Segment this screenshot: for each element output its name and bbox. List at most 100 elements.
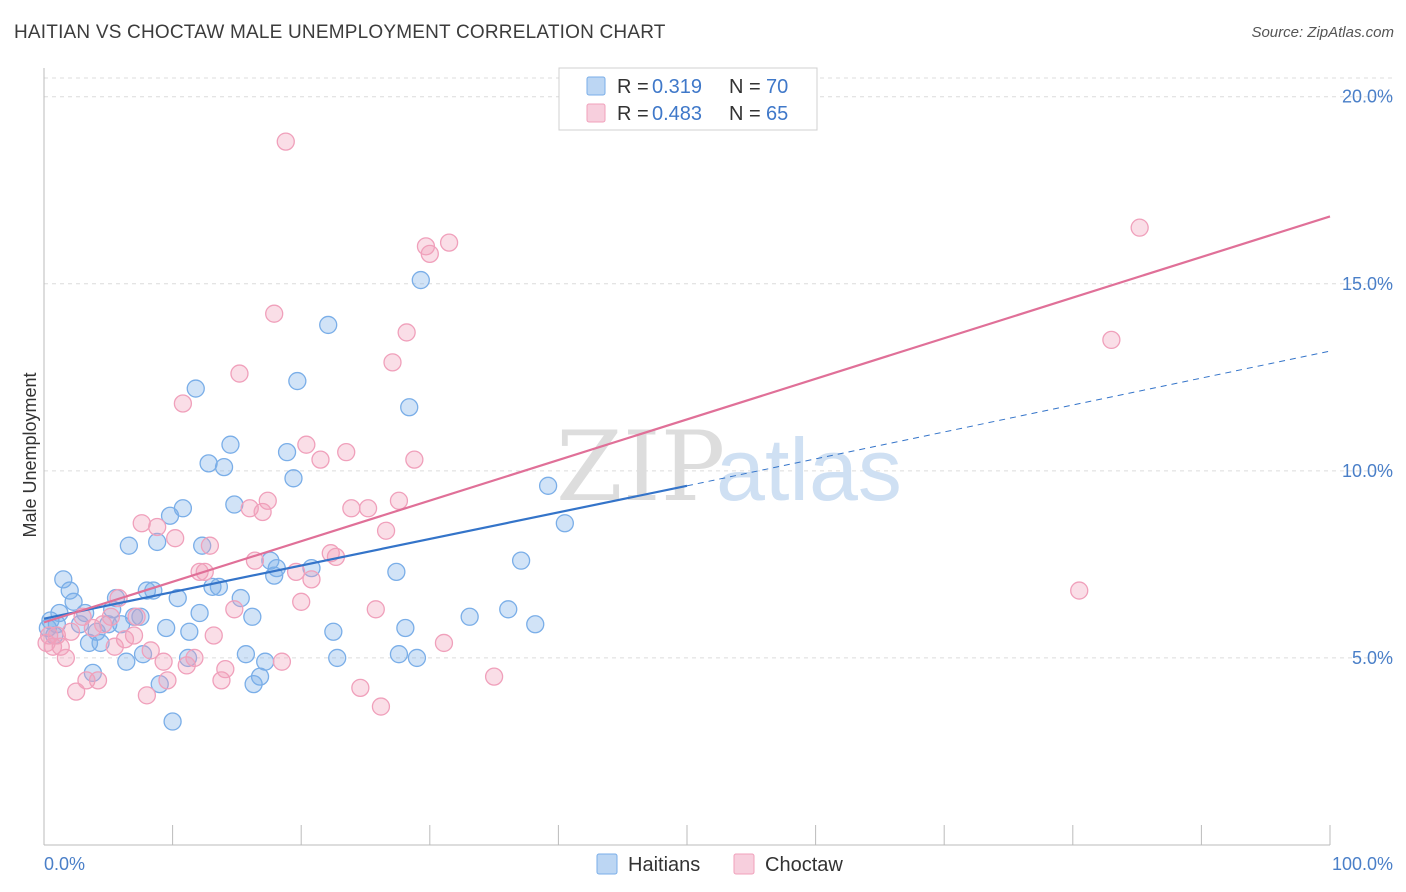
bottom-legend-swatch-0: [596, 853, 618, 875]
point-choctaw-6: [61, 622, 81, 641]
point-haitians-66: [499, 600, 518, 619]
legend-r-label-0: R =: [617, 76, 649, 98]
point-haitians-65: [460, 607, 479, 626]
tick-labels: 5.0% 10.0% 15.0% 20.0% 0.0% 100.0%: [44, 87, 1393, 874]
point-haitians-63: [407, 648, 427, 668]
point-choctaw-42: [272, 652, 292, 671]
point-choctaw-45: [292, 592, 311, 611]
bottom-legend: Haitians Choctaw: [596, 853, 843, 876]
point-haitians-30: [168, 588, 187, 608]
point-haitians-29: [163, 712, 182, 731]
point-choctaw-52: [342, 499, 361, 518]
legend-r-label-1: R =: [617, 103, 649, 125]
point-choctaw-66: [484, 667, 504, 686]
point-haitians-58: [328, 648, 347, 668]
point-haitians-53: [284, 469, 303, 488]
point-haitians-64: [411, 270, 430, 290]
point-choctaw-33: [212, 671, 231, 690]
point-choctaw-31: [200, 536, 220, 555]
point-choctaw-32: [204, 626, 223, 645]
point-haitians-5: [54, 570, 73, 589]
point-haitians-57: [324, 622, 343, 641]
point-choctaw-40: [258, 491, 277, 510]
point-choctaw-5: [56, 648, 76, 668]
point-choctaw-43: [276, 132, 295, 151]
point-choctaw-14: [105, 637, 124, 656]
point-haitians-60: [389, 645, 409, 664]
legend-n-label-0: N =: [729, 76, 761, 98]
point-choctaw-56: [371, 697, 391, 716]
point-choctaw-11: [88, 671, 108, 690]
legend-swatch-1: [586, 103, 606, 123]
y-axis-label: Male Unemployment: [20, 372, 40, 537]
axes: [43, 68, 1331, 846]
point-choctaw-27: [177, 656, 196, 675]
point-haitians-43: [231, 588, 250, 608]
point-haitians-45: [243, 607, 262, 626]
trend-lines: [43, 215, 1331, 624]
legend-r-value-0: 0.319: [652, 76, 702, 98]
point-haitians-46: [244, 674, 263, 694]
point-choctaw-59: [389, 491, 409, 510]
point-haitians-19: [119, 536, 139, 555]
point-haitians-54: [288, 371, 307, 391]
point-haitians-44: [236, 645, 256, 664]
point-haitians-68: [526, 615, 545, 634]
point-haitians-36: [193, 536, 212, 555]
y-tick-label-1: 10.0%: [1342, 461, 1393, 481]
watermark-atlas: atlas: [716, 420, 902, 519]
point-choctaw-2: [43, 637, 63, 656]
watermark-zip: ZIP: [556, 411, 725, 523]
point-haitians-6: [60, 581, 79, 600]
trend-line-haitians: [43, 484, 688, 620]
bottom-legend-swatch-1: [733, 853, 755, 875]
point-choctaw-10: [83, 618, 103, 638]
legend-r-value-1: 0.483: [652, 103, 702, 125]
point-haitians-27: [157, 618, 176, 638]
point-choctaw-26: [173, 394, 193, 413]
point-haitians-25: [148, 532, 167, 552]
point-choctaw-28: [185, 648, 204, 668]
x-tick-label-1: 100.0%: [1332, 854, 1393, 874]
point-choctaw-13: [101, 607, 121, 626]
point-choctaw-3: [47, 626, 67, 645]
point-haitians-61: [396, 618, 415, 638]
point-choctaw-64: [434, 633, 454, 653]
point-haitians-49: [261, 551, 280, 570]
point-choctaw-7: [67, 682, 86, 701]
point-choctaw-22: [148, 517, 167, 537]
legend-swatch-0: [586, 76, 606, 96]
point-choctaw-17: [124, 626, 144, 645]
point-choctaw-60: [397, 323, 416, 342]
legend: R = 0.319 N = 70 R = 0.483 N = 65: [558, 67, 818, 131]
point-haitians-7: [64, 592, 83, 611]
point-choctaw-58: [383, 353, 402, 372]
point-haitians-35: [190, 603, 209, 623]
point-choctaw-46: [297, 435, 316, 454]
point-choctaw-48: [311, 450, 330, 469]
legend-n-value-0: 70: [766, 76, 788, 98]
point-haitians-70: [555, 514, 574, 533]
y-tick-label-2: 15.0%: [1342, 274, 1393, 294]
point-choctaw-54: [358, 499, 378, 518]
point-choctaw-12: [94, 615, 113, 634]
point-haitians-37: [199, 454, 218, 473]
point-choctaw-57: [376, 521, 396, 540]
point-haitians-51: [267, 558, 286, 578]
chart-title: HAITIAN VS CHOCTAW MALE UNEMPLOYMENT COR…: [14, 22, 666, 43]
point-choctaw-53: [351, 678, 370, 698]
point-choctaw-21: [141, 641, 160, 660]
point-choctaw-23: [154, 652, 173, 671]
y-tick-label-0: 5.0%: [1352, 648, 1393, 668]
point-haitians-48: [256, 652, 275, 671]
point-haitians-34: [186, 379, 205, 398]
point-choctaw-29: [190, 562, 209, 582]
point-haitians-18: [117, 652, 136, 671]
bottom-legend-label-0: Haitians: [628, 854, 700, 876]
point-haitians-42: [225, 495, 244, 514]
point-choctaw-47: [302, 570, 321, 589]
point-choctaw-20: [137, 686, 157, 705]
point-choctaw-39: [253, 502, 272, 522]
point-haitians-21: [131, 607, 150, 626]
point-choctaw-4: [51, 637, 70, 656]
